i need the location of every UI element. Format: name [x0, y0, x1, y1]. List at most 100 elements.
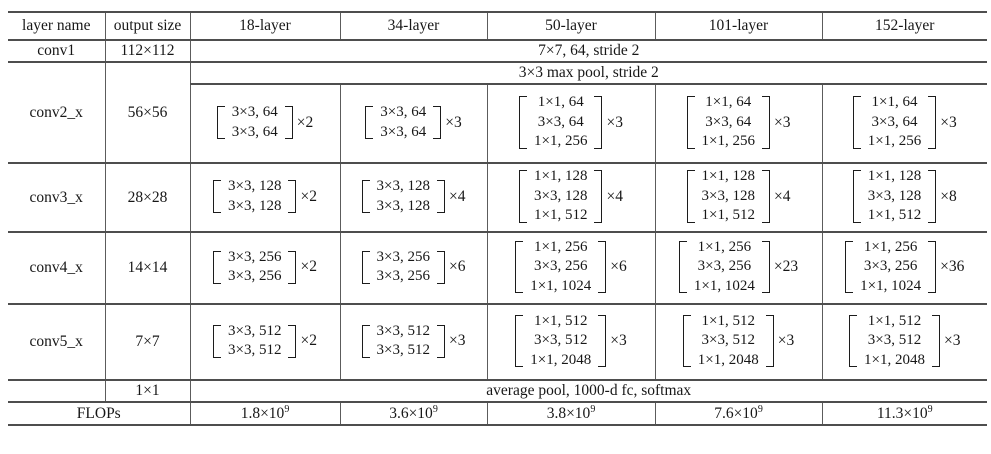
conv-spec-line: 1×1, 256 [697, 238, 752, 255]
right-bracket-glyph [761, 240, 770, 294]
left-bracket-glyph [852, 170, 861, 223]
residual-block: 3×3, 256 3×3, 256 ×2 [213, 248, 317, 287]
conv-spec-line: 1×1, 2048 [864, 351, 925, 368]
flops-18layer: 1.8×109 [189, 402, 341, 425]
residual-block: 1×1, 512 3×3, 512 1×1, 2048 ×3 [849, 312, 960, 371]
repeat-multiplier: ×3 [777, 332, 795, 349]
header-layer-name: layer name [8, 12, 106, 40]
left-bracket-glyph [213, 180, 222, 213]
block-conv-lines: 3×3, 128 3×3, 128 [370, 177, 437, 216]
conv-spec-line: 3×3, 128 [376, 197, 430, 214]
conv5x-block-101layer: 1×1, 512 3×3, 512 1×1, 2048 ×3 [654, 304, 823, 380]
block-conv-lines: 1×1, 128 3×3, 128 1×1, 512 [861, 167, 928, 226]
conv-spec-line: 3×3, 64 [380, 104, 427, 120]
conv-spec-line: 1×1, 64 [705, 94, 752, 111]
block-conv-lines: 1×1, 128 3×3, 128 1×1, 512 [695, 167, 762, 226]
block-conv-lines: 3×3, 64 3×3, 64 [225, 103, 285, 142]
residual-block: 3×3, 256 3×3, 256 ×6 [361, 248, 466, 287]
block-conv-lines: 1×1, 512 3×3, 512 1×1, 2048 [691, 312, 766, 371]
conv-spec-line: 3×3, 128 [376, 178, 430, 194]
header-152-layer: 152-layer [821, 12, 987, 40]
header-34-layer: 34-layer [339, 12, 488, 40]
conv-spec-line: 3×3, 128 [228, 178, 282, 194]
block-conv-lines: 1×1, 64 3×3, 64 1×1, 256 [695, 93, 762, 152]
conv4x-row: conv4_x 14×14 3×3, 256 3×3, 256 ×2 3×3, 25… [8, 232, 987, 304]
conv3x-row: conv3_x 28×28 3×3, 128 3×3, 128 ×2 3×3, 12… [8, 163, 987, 232]
flops-row: FLOPs 1.8×109 3.6×109 3.8×109 7.6×109 11… [8, 402, 987, 425]
block-conv-lines: 3×3, 512 3×3, 512 [221, 322, 288, 361]
flops-label: FLOPs [8, 402, 191, 425]
residual-block: 1×1, 128 3×3, 128 1×1, 512 ×4 [686, 167, 790, 226]
conv-spec-line: 1×1, 512 [701, 312, 755, 329]
repeat-multiplier: ×3 [940, 113, 957, 131]
residual-block: 3×3, 64 3×3, 64 ×3 [365, 103, 462, 142]
header-row: layer name output size 18-layer 34-layer… [8, 12, 987, 40]
conv5x-block-152layer: 1×1, 512 3×3, 512 1×1, 2048 ×3 [821, 304, 987, 380]
repeat-multiplier: ×6 [610, 258, 627, 275]
right-bracket-glyph [436, 324, 445, 358]
conv-spec-line: 3×3, 64 [537, 113, 584, 130]
conv4x-output-size: 14×14 [104, 232, 191, 304]
conv5x-row: conv5_x 7×7 3×3, 512 3×3, 512 ×2 3×3, 512 3… [8, 304, 987, 380]
conv1-output-size: 112×112 [104, 40, 191, 62]
repeat-multiplier: ×3 [610, 332, 627, 349]
left-bracket-glyph [519, 96, 528, 149]
avgpool-empty-cell [8, 380, 106, 402]
conv-spec-line: 3×3, 128 [701, 187, 755, 204]
right-bracket-glyph [928, 170, 937, 223]
conv2x-block-34layer: 3×3, 64 3×3, 64 ×3 [339, 84, 488, 163]
repeat-multiplier: ×2 [300, 258, 317, 275]
conv3x-block-50layer: 1×1, 128 3×3, 128 1×1, 512 ×4 [486, 163, 656, 232]
right-bracket-glyph [436, 250, 445, 284]
maxpool-spec: 3×3 max pool, stride 2 [189, 62, 987, 84]
conv4x-block-18layer: 3×3, 256 3×3, 256 ×2 [189, 232, 341, 304]
left-bracket-glyph [849, 314, 858, 368]
conv-spec-line: 3×3, 512 [534, 332, 588, 349]
conv4x-block-152layer: 1×1, 256 3×3, 256 1×1, 1024 ×36 [821, 232, 987, 304]
conv-spec-line: 3×3, 512 [701, 332, 755, 349]
residual-block: 3×3, 128 3×3, 128 ×4 [361, 177, 465, 216]
right-bracket-glyph [765, 314, 774, 368]
conv2x-block-152layer: 1×1, 64 3×3, 64 1×1, 256 ×3 [821, 84, 987, 163]
conv5x-block-18layer: 3×3, 512 3×3, 512 ×2 [189, 304, 341, 380]
conv-spec-line: 1×1, 256 [701, 133, 755, 150]
right-bracket-glyph [761, 170, 770, 223]
conv3x-block-152layer: 1×1, 128 3×3, 128 1×1, 512 ×8 [821, 163, 987, 232]
conv-spec-line: 1×1, 1024 [693, 277, 755, 294]
right-bracket-glyph [598, 240, 607, 294]
conv-spec-line: 1×1, 512 [867, 207, 922, 224]
conv-spec-line: 1×1, 1024 [530, 277, 592, 294]
conv-spec-line: 3×3, 128 [228, 197, 282, 214]
block-conv-lines: 1×1, 256 3×3, 256 1×1, 1024 [853, 238, 928, 297]
block-conv-lines: 1×1, 64 3×3, 64 1×1, 256 [527, 93, 594, 152]
repeat-multiplier: ×6 [448, 258, 466, 275]
conv-spec-line: 3×3, 64 [871, 113, 918, 130]
repeat-multiplier: ×3 [773, 113, 791, 131]
conv-spec-line: 3×3, 256 [534, 258, 588, 275]
conv2x-blocks-row: 3×3, 64 3×3, 64 ×2 3×3, 64 3×3, 64 ×3 1×1, 6… [8, 84, 987, 163]
conv4x-block-101layer: 1×1, 256 3×3, 256 1×1, 1024 ×23 [654, 232, 823, 304]
conv4x-block-50layer: 1×1, 256 3×3, 256 1×1, 1024 ×6 [486, 232, 656, 304]
left-bracket-glyph [686, 96, 695, 149]
right-bracket-glyph [433, 106, 442, 139]
right-bracket-glyph [928, 96, 937, 149]
left-bracket-glyph [213, 250, 222, 284]
right-bracket-glyph [288, 324, 297, 358]
conv-spec-line: 1×1, 128 [701, 168, 755, 185]
conv-spec-line: 1×1, 64 [871, 94, 918, 111]
right-bracket-glyph [288, 180, 297, 213]
conv5x-output-size: 7×7 [104, 304, 191, 380]
flops-exponent: 9 [284, 403, 290, 415]
block-conv-lines: 3×3, 64 3×3, 64 [373, 103, 433, 142]
left-bracket-glyph [216, 106, 225, 139]
right-bracket-glyph [288, 250, 297, 284]
residual-block: 1×1, 256 3×3, 256 1×1, 1024 ×6 [515, 238, 627, 297]
conv-spec-line: 3×3, 512 [867, 332, 922, 349]
conv1-row: conv1 112×112 7×7, 64, stride 2 [8, 40, 987, 62]
left-bracket-glyph [686, 170, 695, 223]
conv3x-block-101layer: 1×1, 128 3×3, 128 1×1, 512 ×4 [654, 163, 823, 232]
conv4x-block-34layer: 3×3, 256 3×3, 256 ×6 [339, 232, 488, 304]
left-bracket-glyph [682, 314, 691, 368]
conv-spec-line: 3×3, 64 [380, 123, 427, 140]
conv3x-block-18layer: 3×3, 128 3×3, 128 ×2 [189, 163, 341, 232]
